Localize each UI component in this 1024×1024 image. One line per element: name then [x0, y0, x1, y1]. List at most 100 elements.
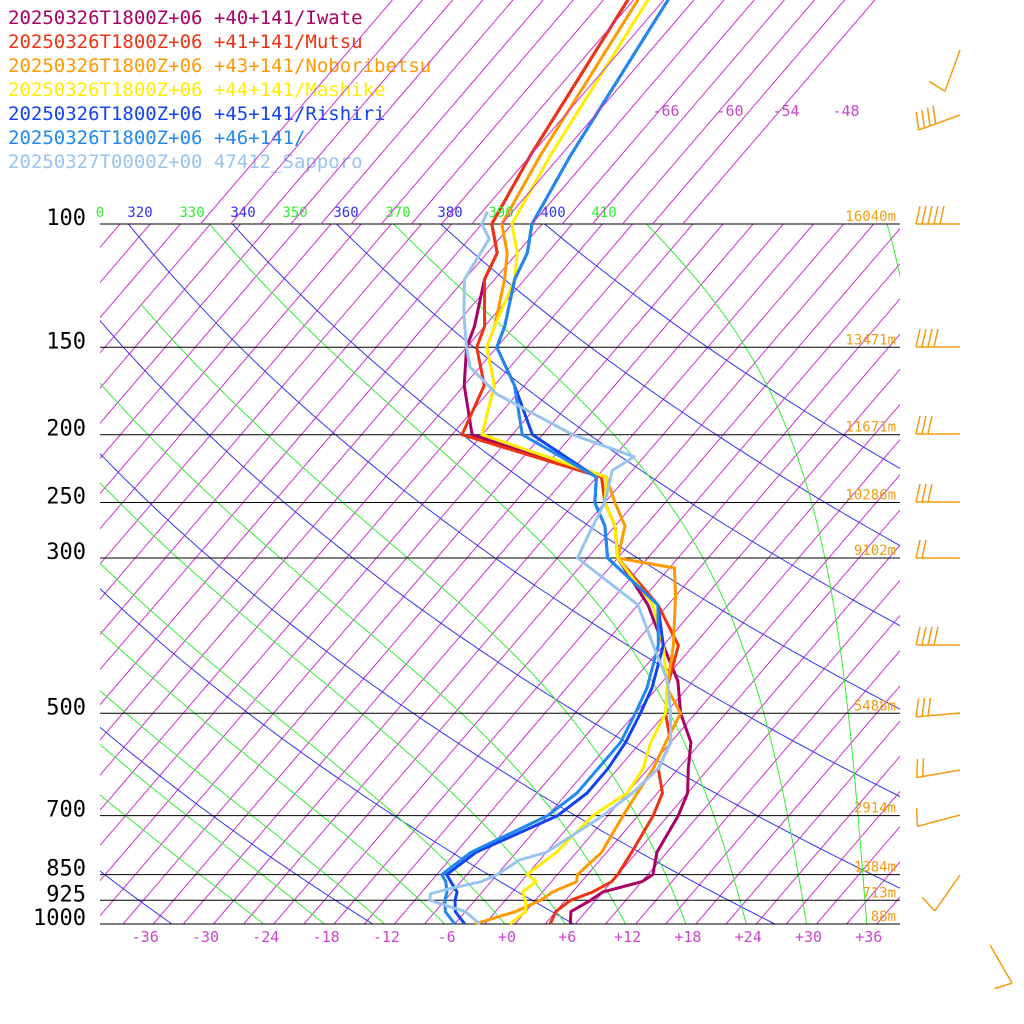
- isotherm-line: [100, 224, 664, 882]
- wind-barb: [915, 415, 960, 435]
- isotherm-line: [100, 224, 422, 600]
- sounding-profiles: [428, 0, 693, 926]
- upper-temperature-label: -60: [716, 102, 743, 120]
- theta-label: 370: [385, 205, 410, 221]
- pressure-label: 925: [46, 882, 86, 907]
- isotherm-line: [816, 825, 900, 924]
- wind-barb: [921, 874, 961, 912]
- dry-adiabat-line: [543, 224, 900, 470]
- wind-barb: [915, 807, 961, 828]
- wind-barb-flag: [933, 205, 939, 225]
- wind-barb-staff: [934, 874, 961, 912]
- wind-barb-flag: [921, 483, 927, 503]
- wind-barb-flag: [915, 759, 919, 778]
- wind-barb-flag: [915, 205, 921, 225]
- legend: 20250326T1800Z+06 +40+141/Iwate 20250326T…: [8, 7, 431, 173]
- wind-barb: [915, 758, 961, 779]
- isotherm-line: [303, 227, 900, 924]
- isotherm-line: [333, 262, 900, 924]
- wind-barb: [915, 105, 961, 131]
- moist-adiabat-line: [645, 224, 868, 924]
- isotherm-upper-line: [531, 0, 725, 225]
- wind-barb-staff: [918, 114, 961, 131]
- wind-barb: [915, 205, 960, 225]
- isobar-lines: [100, 223, 900, 925]
- pressure-label: 250: [46, 485, 86, 510]
- pressure-label: 1000: [33, 906, 86, 931]
- moist-adiabat-line: [100, 689, 386, 924]
- dry-adiabat-line: [100, 588, 575, 924]
- sounding-line-4: [480, 0, 669, 926]
- wind-barb: [915, 483, 960, 503]
- wind-barb-flag: [915, 111, 920, 131]
- wind-barb-flag: [921, 896, 936, 912]
- wind-barb-flag: [927, 697, 932, 716]
- isotherm-line: [394, 333, 900, 924]
- dry-adiabat-line: [100, 870, 173, 924]
- isotherm-line: [100, 224, 543, 741]
- temperature-tick-label: -18: [313, 928, 340, 946]
- moist-adiabat-line: [886, 224, 900, 279]
- wind-barb: [915, 626, 960, 646]
- theta-label: 330: [179, 205, 204, 221]
- theta-label: 340: [230, 205, 255, 221]
- wind-barb-flag: [915, 328, 921, 348]
- temperature-tick-label: -6: [438, 928, 456, 946]
- wind-barb-flag: [927, 205, 933, 225]
- temperature-tick-label: +0: [498, 928, 516, 946]
- isotherm-upper-lines: [200, 0, 876, 225]
- legend-entry: 20250326T1800Z+06 +46+141/: [8, 127, 305, 149]
- wind-barb-staff: [989, 944, 1013, 984]
- isotherm-lines: [0, 224, 900, 924]
- legend-entry: 20250326T1800Z+06 +40+141/Iwate: [8, 7, 363, 29]
- wind-barb-flag: [927, 626, 933, 646]
- moist-adiabat-line: [140, 303, 687, 924]
- isotherm-line: [0, 224, 30, 924]
- temperature-tick-label: +30: [795, 928, 822, 946]
- isotherm-line: [100, 224, 211, 354]
- dry-adiabat-line: [231, 224, 900, 710]
- isotherm-upper-line: [652, 0, 845, 225]
- isotherm-line: [100, 224, 392, 565]
- wind-barb: [915, 539, 960, 559]
- dry-adiabat-line: [100, 726, 374, 924]
- theta-label: 380: [437, 205, 462, 221]
- sounding-line-5: [445, 0, 670, 925]
- isotherm-upper-line: [561, 0, 755, 225]
- isotherm-line: [725, 720, 900, 924]
- isotherm-line: [665, 649, 900, 924]
- theta-label: 400: [540, 205, 565, 221]
- wind-barb-staff: [916, 712, 961, 718]
- isotherm-line: [152, 224, 754, 924]
- dry-adiabat-line: [100, 453, 776, 924]
- wind-barb-flag: [915, 698, 920, 717]
- wind-barb-flag: [915, 483, 921, 503]
- wind-barb-flag: [921, 539, 927, 559]
- isotherm-line: [273, 224, 875, 924]
- wind-barb-flag: [921, 328, 927, 348]
- temperature-tick-label: +6: [558, 928, 576, 946]
- isotherm-upper-line: [260, 0, 454, 225]
- isotherm-upper-line: [471, 0, 665, 225]
- sounding-line-6: [440, 0, 670, 925]
- pressure-label: 500: [46, 695, 86, 720]
- isotherm-line: [786, 790, 900, 924]
- wind-barb-staff: [944, 49, 961, 92]
- height-label: 713m: [862, 885, 896, 901]
- wind-barb-flag: [921, 626, 927, 646]
- wind-barb-flag: [915, 807, 919, 827]
- isotherm-line: [122, 224, 724, 924]
- isotherm-line: [755, 755, 900, 924]
- wind-barb-flag: [915, 415, 921, 435]
- upper-temperature-label: -66: [652, 102, 679, 120]
- isotherm-upper-line: [380, 0, 574, 225]
- isotherm-line: [424, 368, 900, 924]
- pressure-label: 300: [46, 540, 86, 565]
- legend-entry: 20250326T1800Z+06 +45+141/Rishiri: [8, 103, 386, 125]
- isotherm-line: [100, 224, 573, 776]
- pressure-label: 100: [46, 206, 86, 231]
- wind-barb-flag: [915, 626, 921, 646]
- theta-label: 390: [488, 205, 513, 221]
- isotherm-upper-line: [441, 0, 634, 225]
